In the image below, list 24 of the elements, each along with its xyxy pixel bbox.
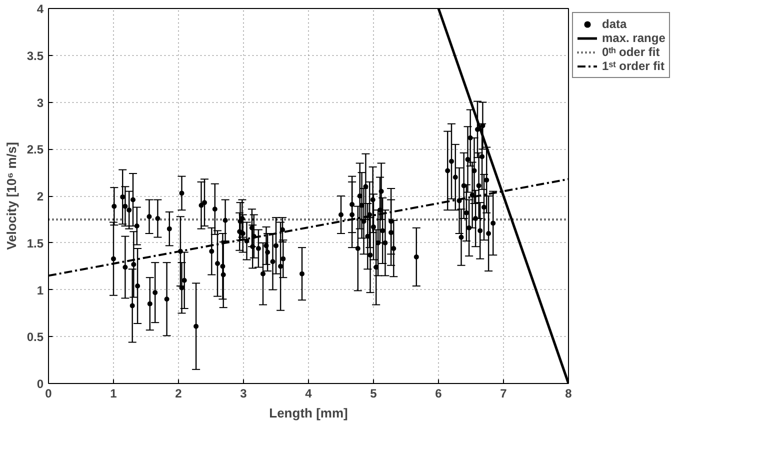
y-tick-label: 3.5 <box>26 48 44 63</box>
y-tick-label: 3 <box>36 96 44 110</box>
legend-label: 0ᵗʰ oder fit <box>602 45 660 59</box>
x-tick-label: 0 <box>45 386 52 400</box>
y-axis-title: Velocity [10⁶ m/s] <box>4 142 19 250</box>
y-tick-label: 4 <box>36 2 44 16</box>
x-tick-label: 1 <box>110 386 118 400</box>
y-tick-label: 2 <box>36 190 44 204</box>
x-tick-label: 5 <box>370 386 378 400</box>
y-tick-label: 1.5 <box>26 236 44 250</box>
x-tick-label: 2 <box>175 386 182 400</box>
x-tick-label: 3 <box>240 386 248 400</box>
legend-label: data <box>602 17 627 31</box>
legend-label: max. range <box>602 31 666 45</box>
x-tick-label: 6 <box>435 386 442 400</box>
x-tick-label: 4 <box>305 386 312 400</box>
legend-label: 1ˢᵗ order fit <box>602 59 664 73</box>
y-tick-label: 0.5 <box>26 330 44 344</box>
x-tick-label: 7 <box>500 386 508 400</box>
x-tick-label: 8 <box>565 386 572 400</box>
y-tick-label: 2.5 <box>26 142 44 157</box>
x-axis-title: Length [mm] <box>269 406 348 420</box>
y-tick-label: 0 <box>36 377 44 391</box>
y-tick-label: 1 <box>36 283 44 298</box>
